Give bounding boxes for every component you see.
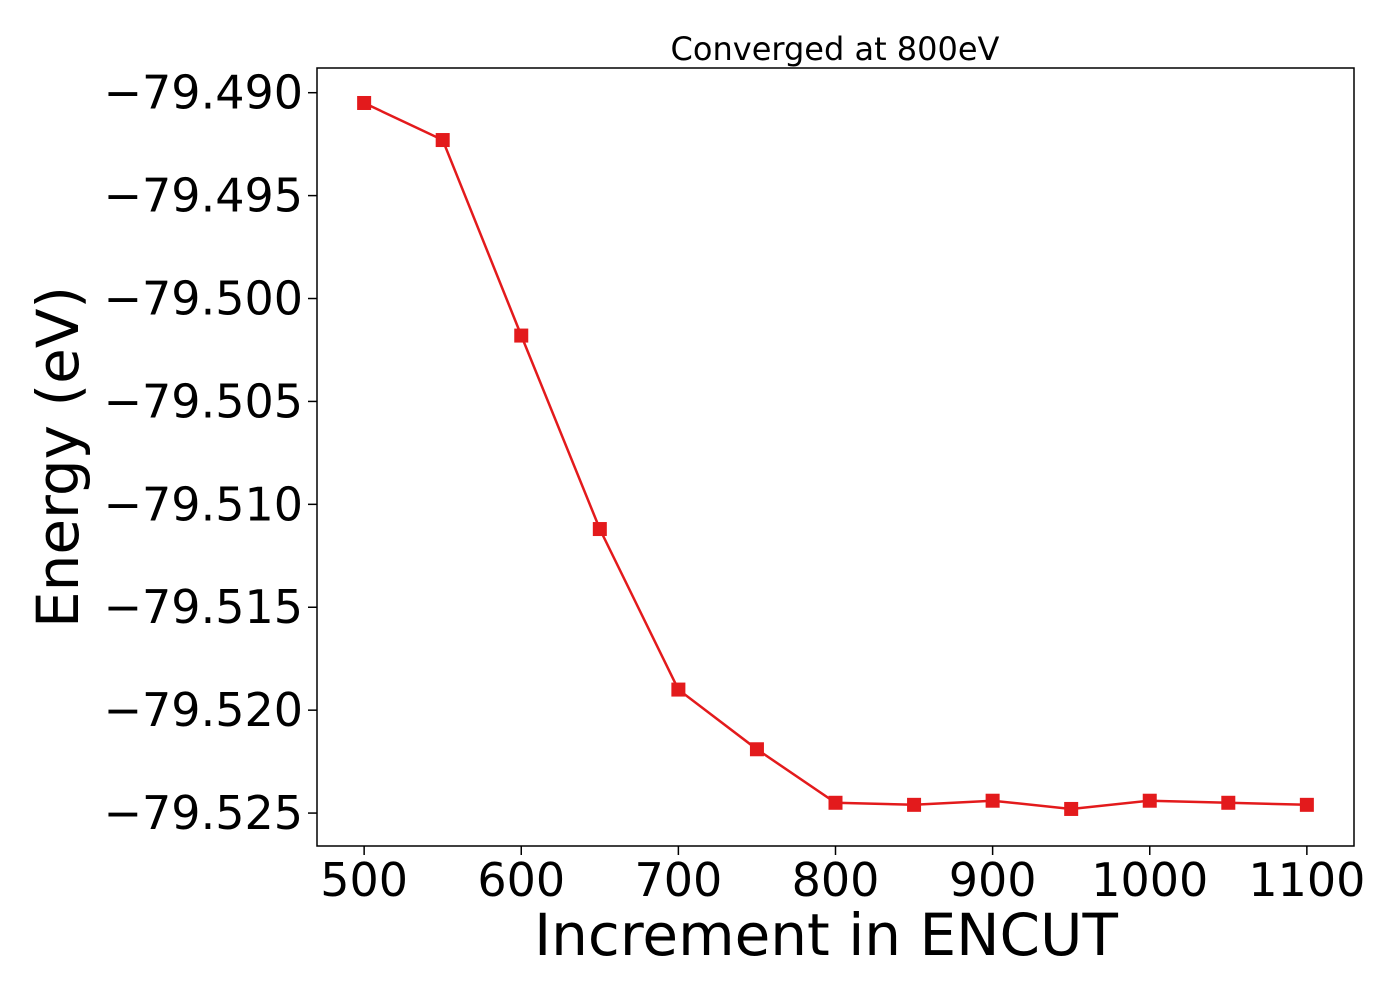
data-point-marker: [1064, 801, 1079, 816]
y-axis: −79.490 −79.495 −79.500 −79.505 −79.510 −79.5…: [104, 66, 317, 840]
y-tick-label: −79.500: [104, 272, 304, 326]
data-point-marker: [828, 795, 843, 810]
data-point-marker: [1221, 795, 1236, 810]
data-point-marker: [1142, 793, 1157, 808]
chart-title: Converged at 800eV: [671, 30, 1000, 68]
x-tick-label: 700: [634, 853, 722, 907]
x-tick-label: 800: [792, 853, 880, 907]
data-point-marker: [1299, 797, 1314, 812]
y-tick-label: −79.520: [104, 683, 304, 737]
y-tick-label: −79.525: [104, 786, 304, 840]
y-axis-label: Energy (eV): [24, 286, 92, 628]
data-point-marker: [592, 522, 607, 537]
x-tick-label: 1100: [1248, 853, 1365, 907]
data-point-marker: [671, 682, 686, 697]
x-axis: 500 600 700 800 900 1000 1100: [320, 846, 1365, 907]
y-tick-label: −79.505: [104, 374, 304, 428]
data-point-marker: [985, 793, 1000, 808]
y-tick-label: −79.510: [104, 477, 304, 531]
data-point-marker: [357, 95, 372, 110]
data-point-marker: [435, 133, 450, 148]
x-tick-label: 500: [320, 853, 408, 907]
data-point-marker: [907, 797, 922, 812]
y-tick-label: −79.495: [104, 169, 304, 223]
y-tick-label: −79.515: [104, 580, 304, 634]
series-layer: [357, 95, 1314, 816]
y-tick-label: −79.490: [104, 66, 304, 120]
data-point-marker: [514, 328, 529, 343]
x-tick-label: 900: [949, 853, 1037, 907]
x-axis-label: Increment in ENCUT: [534, 901, 1118, 969]
x-tick-label: 600: [477, 853, 565, 907]
data-point-marker: [749, 742, 764, 757]
x-tick-label: 1000: [1091, 853, 1208, 907]
